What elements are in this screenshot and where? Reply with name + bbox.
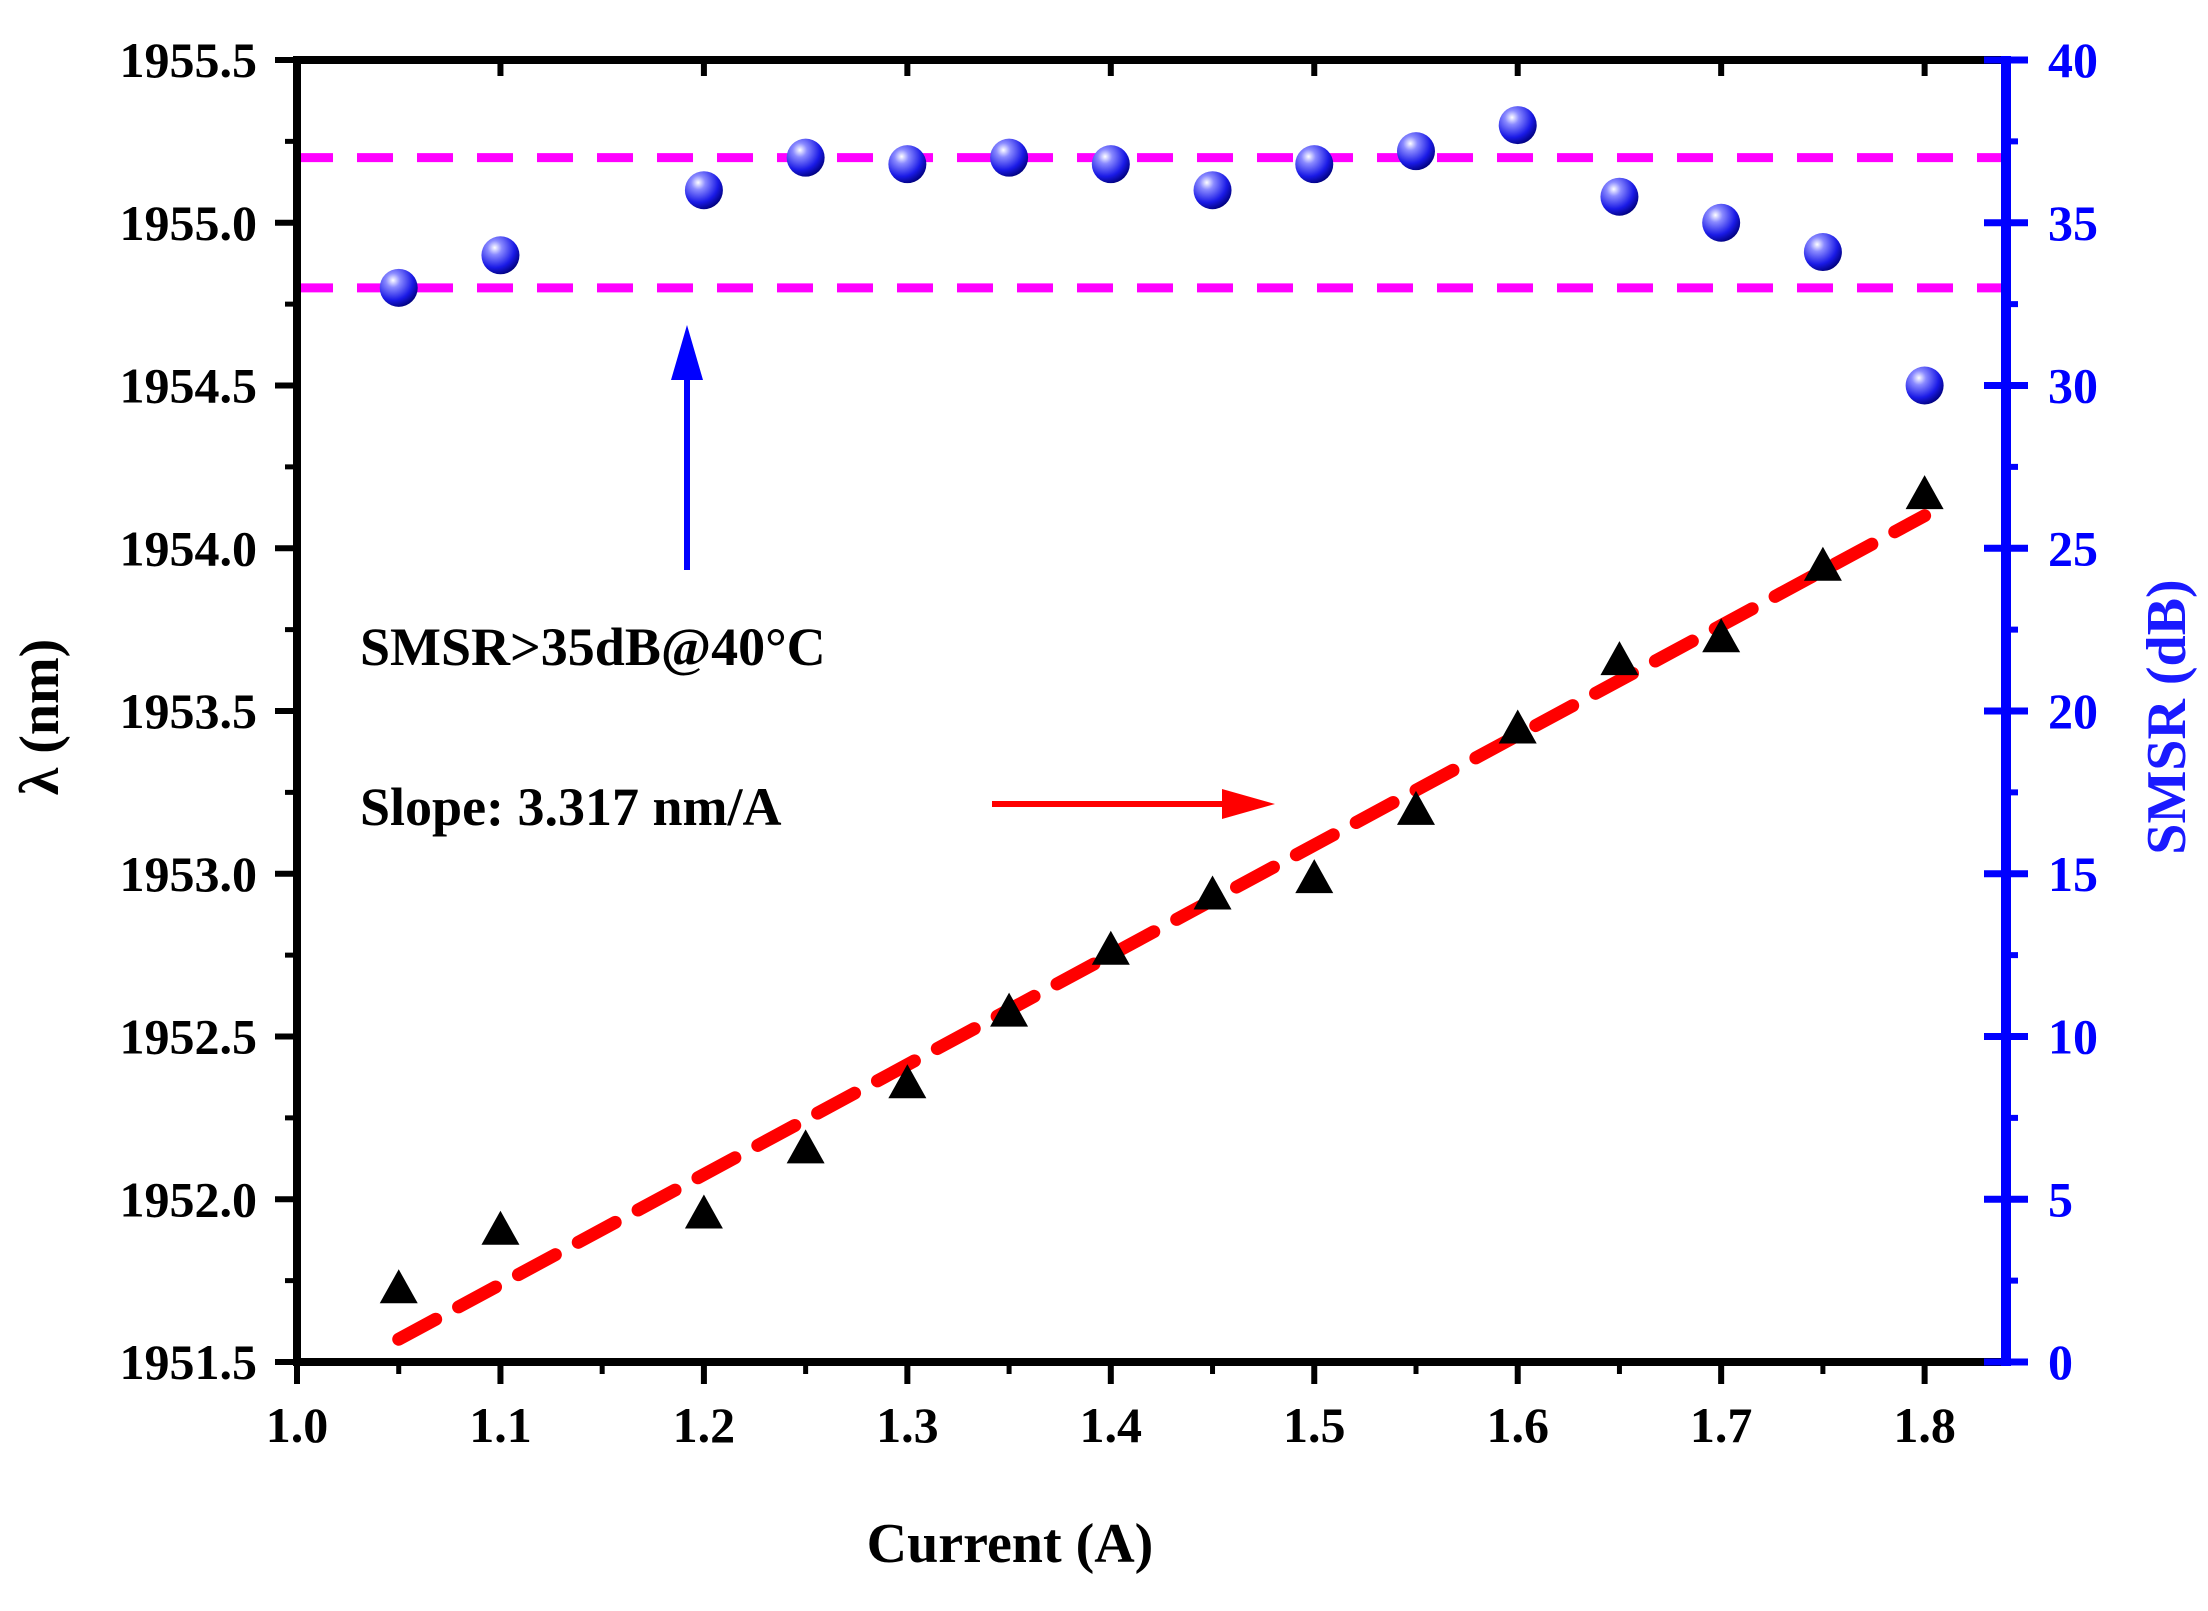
arrow-up-icon xyxy=(671,325,703,570)
y-right-tick-label: 25 xyxy=(2048,520,2098,576)
smsr-point xyxy=(888,145,927,184)
wavelength-point xyxy=(1905,475,1944,510)
smsr-point xyxy=(1193,171,1232,210)
y-right-tick-label: 35 xyxy=(2048,195,2098,251)
wavelength-point xyxy=(1600,641,1639,676)
wavelength-point xyxy=(379,1269,418,1304)
y-left-tick-label: 1952.5 xyxy=(120,1009,258,1065)
y-left-tick-label: 1953.0 xyxy=(120,846,258,902)
y-left-tick-label: 1952.0 xyxy=(120,1171,258,1227)
smsr-point xyxy=(1905,366,1944,405)
y-right-tick-label: 5 xyxy=(2048,1171,2073,1227)
wavelength-point xyxy=(1396,790,1435,825)
y-left-tick-label: 1954.5 xyxy=(120,358,258,414)
y-right-tick-label: 15 xyxy=(2048,846,2098,902)
data-marks xyxy=(379,106,1944,1304)
wavelength-point xyxy=(481,1210,520,1245)
smsr-point xyxy=(1803,233,1842,272)
smsr-point xyxy=(481,236,520,275)
x-tick-label: 1.6 xyxy=(1486,1397,1549,1453)
y-left-axis-title: λ (nm) xyxy=(9,639,71,796)
x-tick-label: 1.5 xyxy=(1283,1397,1346,1453)
wavelength-point xyxy=(1091,930,1130,965)
x-tick-label: 1.3 xyxy=(876,1397,939,1453)
fit-line xyxy=(392,509,1932,1346)
y-right-tick-label: 30 xyxy=(2048,358,2098,414)
y-left-tick-label: 1955.0 xyxy=(120,195,258,251)
x-tick-label: 1.0 xyxy=(266,1397,329,1453)
smsr-point xyxy=(684,171,723,210)
x-tick-label: 1.8 xyxy=(1893,1397,1956,1453)
arrow-right-icon xyxy=(992,789,1275,819)
smsr-point xyxy=(1396,132,1435,171)
x-axis-title: Current (A) xyxy=(867,1513,1154,1575)
wavelength-point xyxy=(990,992,1029,1027)
annotation-smsr: SMSR>35dB@40°C xyxy=(360,617,826,677)
y-right-axis-title: SMSR (dB) xyxy=(2136,579,2198,854)
axes-frame xyxy=(293,56,2011,1366)
wavelength-point xyxy=(1498,709,1537,744)
wavelength-point xyxy=(1803,546,1842,581)
wavelength-point xyxy=(684,1194,723,1229)
smsr-point xyxy=(1600,177,1639,216)
smsr-point xyxy=(1295,145,1334,184)
axis-ticks: 1.0 1.1 1.2 1.3 1.4 1.5 1.6 1.7 1.8 1951.5 1952.0 1… xyxy=(120,32,2099,1453)
smsr-point xyxy=(1498,106,1537,145)
reference-lines xyxy=(297,153,2006,293)
annotation-slope: Slope: 3.317 nm/A xyxy=(360,777,782,837)
wavelength-point xyxy=(1193,875,1232,910)
smsr-point xyxy=(379,268,418,307)
y-left-tick-label: 1951.5 xyxy=(120,1334,258,1390)
x-tick-label: 1.7 xyxy=(1690,1397,1753,1453)
smsr-point xyxy=(1091,145,1130,184)
y-right-tick-label: 0 xyxy=(2048,1334,2073,1390)
y-left-tick-label: 1955.5 xyxy=(120,32,258,88)
y-right-tick-label: 40 xyxy=(2048,32,2098,88)
wavelength-point xyxy=(888,1064,927,1099)
y-left-tick-label: 1954.0 xyxy=(120,520,258,576)
smsr-point xyxy=(990,138,1029,177)
y-right-tick-label: 20 xyxy=(2048,683,2098,739)
y-right-tick-label: 10 xyxy=(2048,1009,2098,1065)
fit-line-group xyxy=(392,509,1932,1346)
wavelength-point xyxy=(1295,859,1334,894)
y-left-tick-label: 1953.5 xyxy=(120,683,258,739)
smsr-point xyxy=(1702,203,1741,242)
x-tick-label: 1.1 xyxy=(469,1397,532,1453)
x-tick-label: 1.4 xyxy=(1080,1397,1143,1453)
smsr-point xyxy=(786,138,825,177)
x-tick-label: 1.2 xyxy=(673,1397,736,1453)
wavelength-point xyxy=(786,1129,825,1164)
wavelength-point xyxy=(1702,618,1741,653)
